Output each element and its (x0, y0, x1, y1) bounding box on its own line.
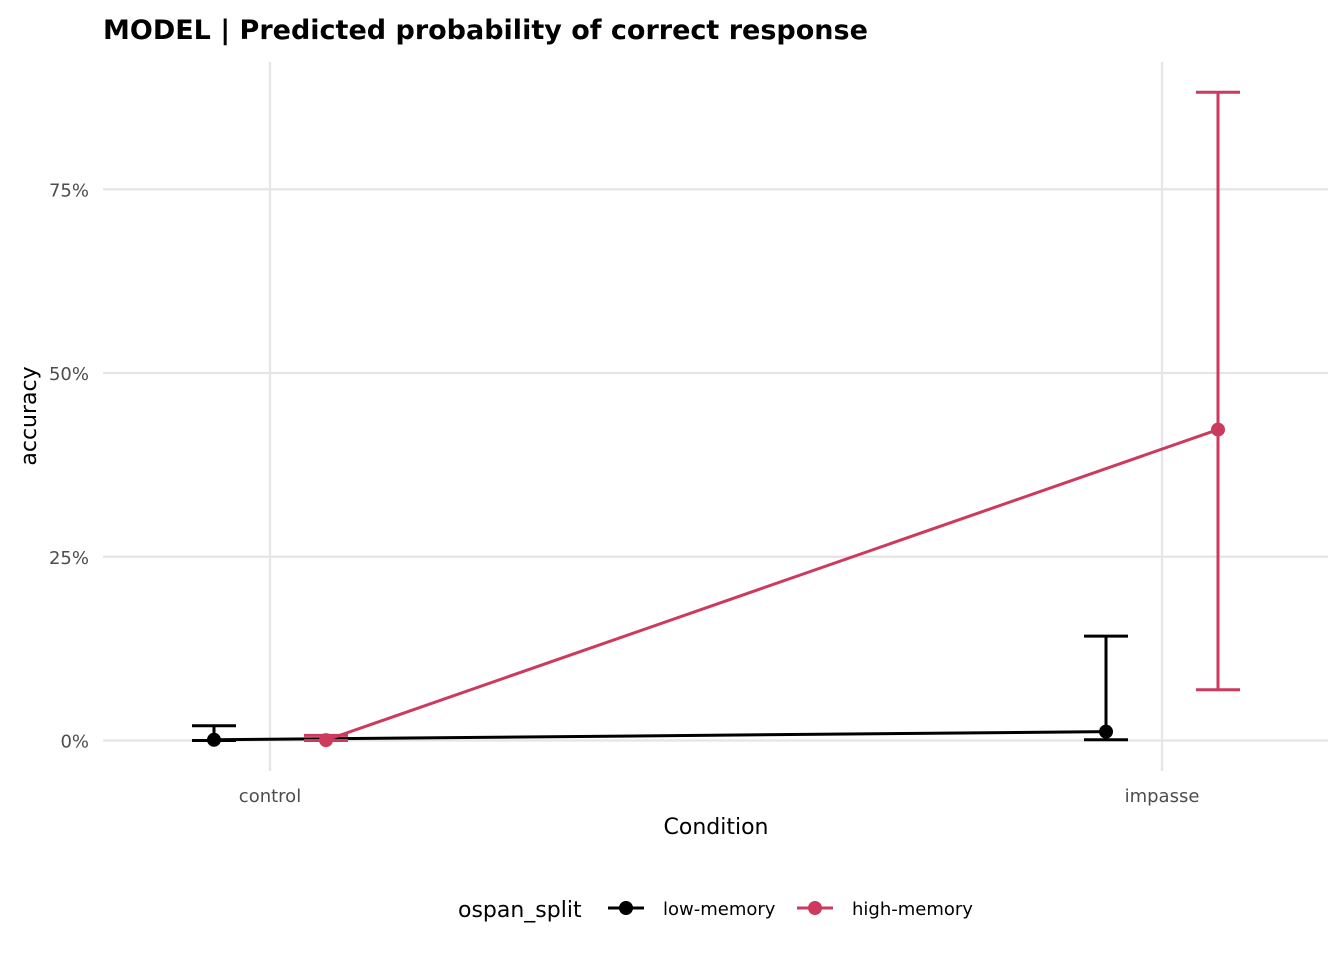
x-axis-title: Condition (664, 815, 769, 840)
y-axis-title: accuracy (17, 366, 42, 465)
series-line-high-memory (325, 428, 1219, 742)
legend-key-point (619, 901, 633, 915)
y-tick-label: 0% (60, 732, 89, 753)
y-axis-ticks: 0% 25% 50% 75% (49, 180, 89, 752)
legend-item-high-memory: high-memory (797, 899, 973, 920)
series-low-memory (192, 634, 1128, 747)
x-tick-label: control (239, 786, 301, 807)
legend-item-low-memory: low-memory (608, 899, 776, 920)
series-line-low-memory (213, 730, 1107, 742)
data-point-high-memory-control (319, 733, 333, 748)
legend-label: high-memory (852, 899, 973, 920)
legend-label: low-memory (663, 899, 776, 920)
chart-title: MODEL | Predicted probability of correct… (103, 15, 868, 46)
legend-items: low-memory high-memory (608, 899, 973, 920)
x-tick-label: impasse (1125, 786, 1200, 807)
series-layer (192, 90, 1240, 748)
legend-key-point (808, 901, 822, 915)
data-point-low-memory-control (207, 732, 221, 747)
legend: ospan_split low-memory high-memory (458, 898, 973, 923)
series-high-memory (304, 90, 1240, 748)
x-axis-ticks: control impasse (239, 786, 1200, 807)
legend-title: ospan_split (458, 898, 582, 923)
data-point-high-memory-impasse (1211, 422, 1225, 437)
y-tick-label: 75% (49, 180, 89, 201)
grid (103, 62, 1328, 771)
data-point-low-memory-impasse (1099, 724, 1113, 739)
y-tick-label: 50% (49, 364, 89, 385)
y-tick-label: 25% (49, 548, 89, 569)
